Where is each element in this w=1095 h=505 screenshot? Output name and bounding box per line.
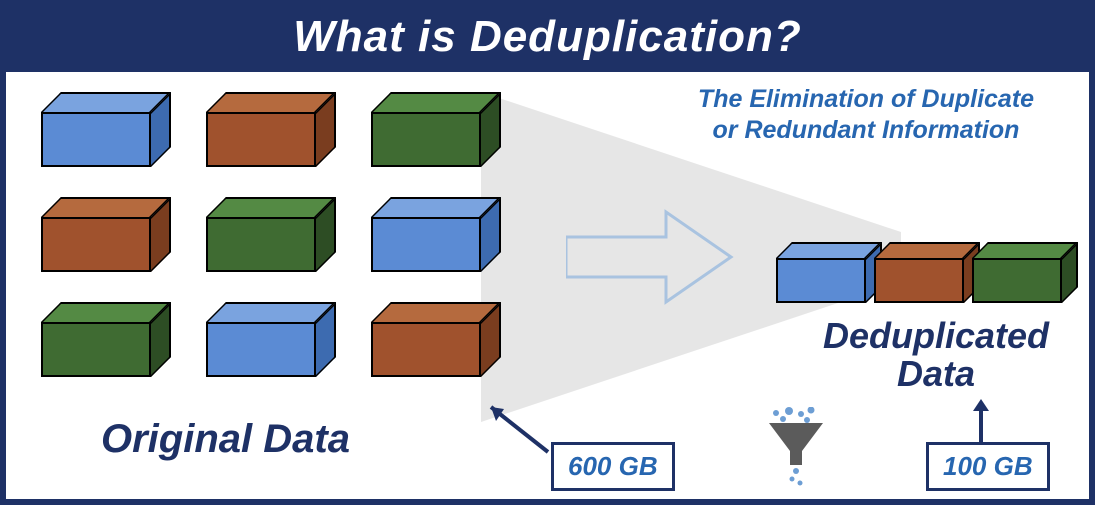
dedup-size-arrow: [966, 397, 996, 447]
original-size-arrow: [476, 397, 556, 457]
dedup-size-box: 100 GB: [926, 442, 1050, 491]
green-block: [41, 302, 171, 367]
subtitle-line1: The Elimination of Duplicate: [698, 85, 1034, 113]
subtitle: The Elimination of Duplicate or Redundan…: [666, 84, 1066, 147]
blue-block: [206, 302, 336, 367]
brown-block: [206, 92, 336, 157]
title-bar: What is Deduplication?: [6, 6, 1089, 72]
original-size-box: 600 GB: [551, 442, 675, 491]
blue-block: [41, 92, 171, 157]
brown-block: [874, 242, 979, 297]
brown-block: [41, 197, 171, 262]
green-block: [972, 242, 1077, 297]
green-block: [371, 92, 501, 157]
blue-block: [776, 242, 881, 297]
deduplicated-data-label: Deduplicated Data: [796, 317, 1076, 393]
subtitle-line2: or Redundant Information: [713, 116, 1020, 144]
diagram-frame: What is Deduplication? The Elimination o…: [0, 0, 1095, 505]
green-block: [206, 197, 336, 262]
original-data-label: Original Data: [101, 417, 350, 462]
content-area: The Elimination of Duplicate or Redundan…: [6, 72, 1089, 497]
title-text: What is Deduplication?: [293, 12, 801, 61]
process-arrow-icon: [566, 202, 736, 312]
funnel-icon: [761, 407, 831, 487]
blue-block: [371, 197, 501, 262]
brown-block: [371, 302, 501, 367]
